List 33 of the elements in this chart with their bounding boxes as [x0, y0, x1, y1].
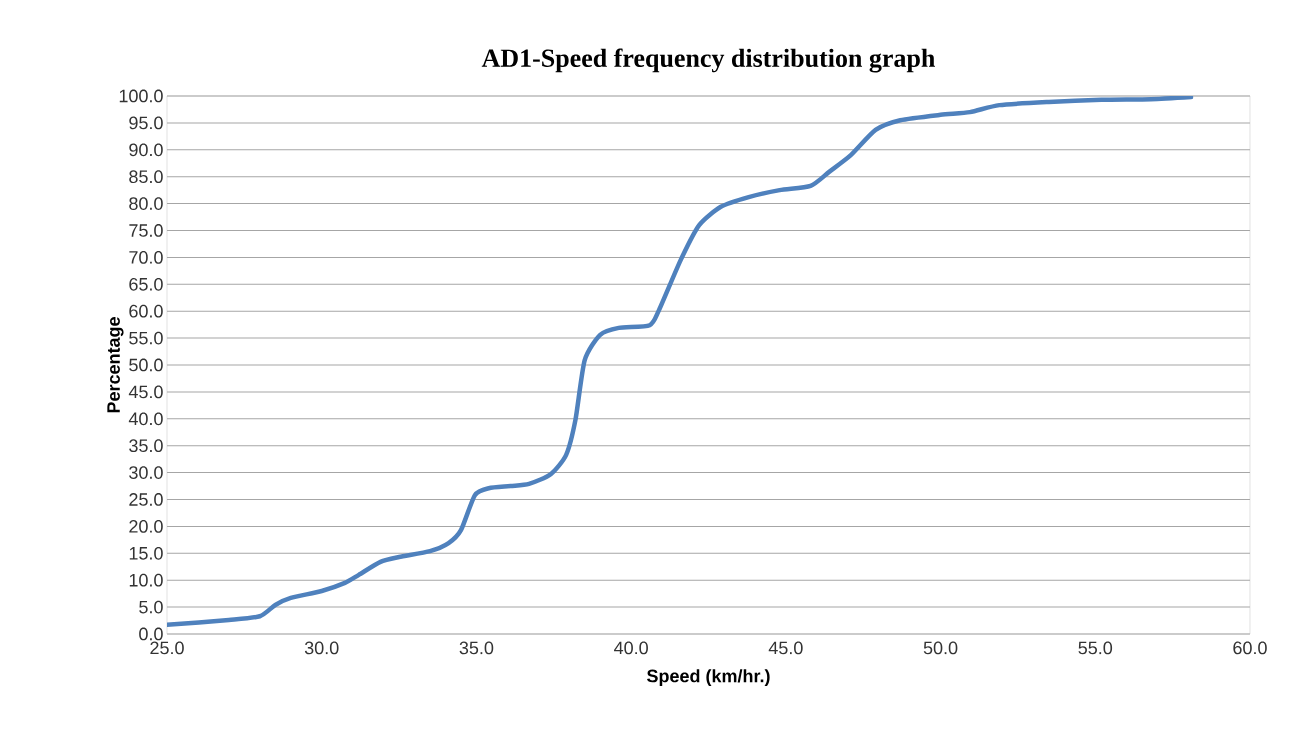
y-tick-label: 40.0 — [128, 412, 163, 426]
y-tick-label: 50.0 — [129, 358, 163, 372]
x-tick-label: 25.0 — [150, 641, 184, 655]
y-tick-label: 25.0 — [129, 493, 163, 506]
y-axis-title: Percentage — [107, 317, 124, 413]
y-tick-label: 65.0 — [129, 277, 163, 291]
x-tick-label: 45.0 — [768, 641, 803, 655]
y-tick-label: 60.0 — [129, 304, 163, 318]
x-tick-label: 40.0 — [614, 641, 648, 655]
x-tick-label: 55.0 — [1078, 641, 1113, 655]
x-tick-label: 60.0 — [1233, 641, 1267, 655]
y-tick-label: 85.0 — [129, 170, 163, 184]
y-tick-label: 95.0 — [129, 116, 163, 130]
y-tick-label: 55.0 — [129, 331, 163, 345]
y-tick-label: 75.0 — [129, 224, 163, 237]
x-axis-title: Speed (km/hr.) — [646, 669, 770, 686]
y-tick-label: 100.0 — [119, 89, 163, 103]
x-tick-label: 35.0 — [459, 641, 494, 655]
x-tick-label: 50.0 — [923, 641, 958, 655]
y-tick-label: 5.0 — [139, 600, 163, 614]
y-tick-label: 0.0 — [139, 627, 163, 641]
line-series — [167, 96, 1194, 628]
y-tick-label: 15.0 — [129, 546, 163, 560]
y-tick-label: 35.0 — [129, 439, 163, 453]
y-tick-label: 30.0 — [129, 466, 163, 479]
y-tick-label: 80.0 — [129, 197, 163, 210]
x-tick-label: 30.0 — [304, 641, 339, 655]
y-tick-label: 45.0 — [128, 385, 163, 399]
y-tick-label: 10.0 — [129, 573, 163, 587]
y-tick-label: 70.0 — [129, 251, 163, 264]
chart-title: AD1-Speed frequency distribution graph — [481, 48, 935, 73]
y-tick-label: 90.0 — [129, 143, 163, 157]
y-tick-label: 20.0 — [129, 520, 163, 533]
